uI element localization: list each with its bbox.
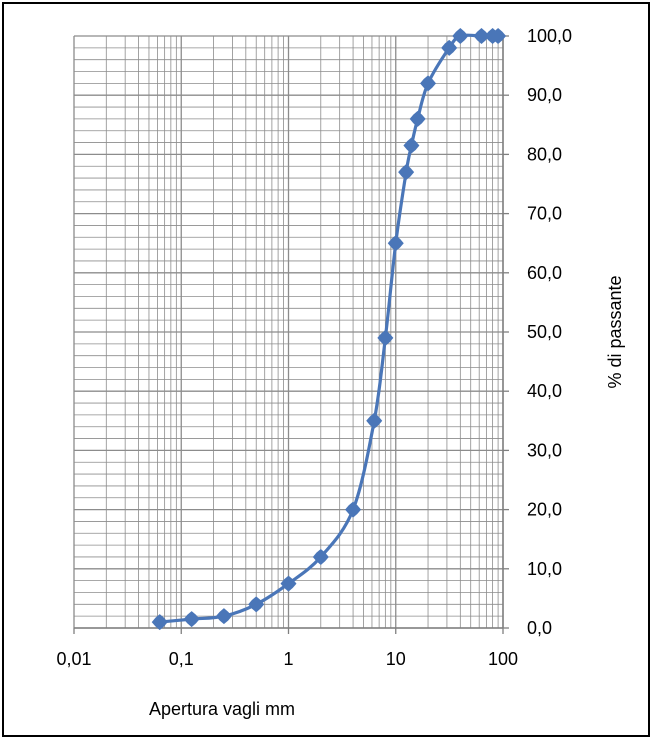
data-point bbox=[441, 39, 458, 56]
data-point bbox=[248, 596, 265, 613]
y-tick-label: 90,0 bbox=[527, 85, 562, 105]
plot-area-border bbox=[73, 35, 509, 634]
data-point bbox=[398, 164, 415, 181]
data-point bbox=[420, 75, 437, 92]
data-point bbox=[280, 575, 297, 592]
data-point bbox=[151, 614, 168, 631]
y-axis-title: % di passante bbox=[605, 275, 625, 388]
x-tick-label: 1 bbox=[283, 649, 293, 669]
data-point bbox=[490, 28, 507, 44]
x-tick-labels: 0,01 0,1 1 10 100 bbox=[56, 649, 518, 669]
y-tick-label: 80,0 bbox=[527, 144, 562, 164]
series-line bbox=[159, 33, 499, 624]
x-axis-title: Apertura vagli mm bbox=[149, 699, 295, 719]
y-tick-label: 20,0 bbox=[527, 500, 562, 520]
data-point bbox=[387, 235, 404, 252]
y-tick-label: 30,0 bbox=[527, 440, 562, 460]
x-tick-label: 100 bbox=[488, 649, 518, 669]
data-point bbox=[345, 501, 362, 518]
data-point bbox=[312, 548, 329, 565]
y-tick-label: 0,0 bbox=[527, 618, 552, 638]
y-tick-label: 100,0 bbox=[527, 26, 572, 46]
data-point bbox=[473, 28, 490, 44]
data-point bbox=[366, 412, 383, 429]
y-tick-label: 50,0 bbox=[527, 322, 562, 342]
data-point bbox=[183, 611, 200, 628]
data-point bbox=[215, 608, 232, 625]
y-tick-label: 40,0 bbox=[527, 381, 562, 401]
data-point bbox=[409, 110, 426, 127]
data-point bbox=[452, 28, 469, 44]
y-tick-label: 10,0 bbox=[527, 559, 562, 579]
data-point bbox=[377, 329, 394, 346]
grid bbox=[73, 35, 504, 629]
data-point bbox=[403, 137, 420, 154]
x-tick-label: 0,1 bbox=[169, 649, 194, 669]
x-tick-label: 10 bbox=[386, 649, 406, 669]
y-tick-label: 70,0 bbox=[527, 204, 562, 224]
y-tick-label: 60,0 bbox=[527, 263, 562, 283]
x-tick-label: 0,01 bbox=[56, 649, 91, 669]
grain-size-chart: 0,01 0,1 1 10 100 0,0 10,0 20,0 30,0 40,0 50,0 60,… bbox=[56, 26, 625, 719]
y-tick-labels: 0,0 10,0 20,0 30,0 40,0 50,0 60,0 70,0 80,0 90,0 1… bbox=[527, 26, 572, 638]
series-points bbox=[151, 28, 507, 631]
